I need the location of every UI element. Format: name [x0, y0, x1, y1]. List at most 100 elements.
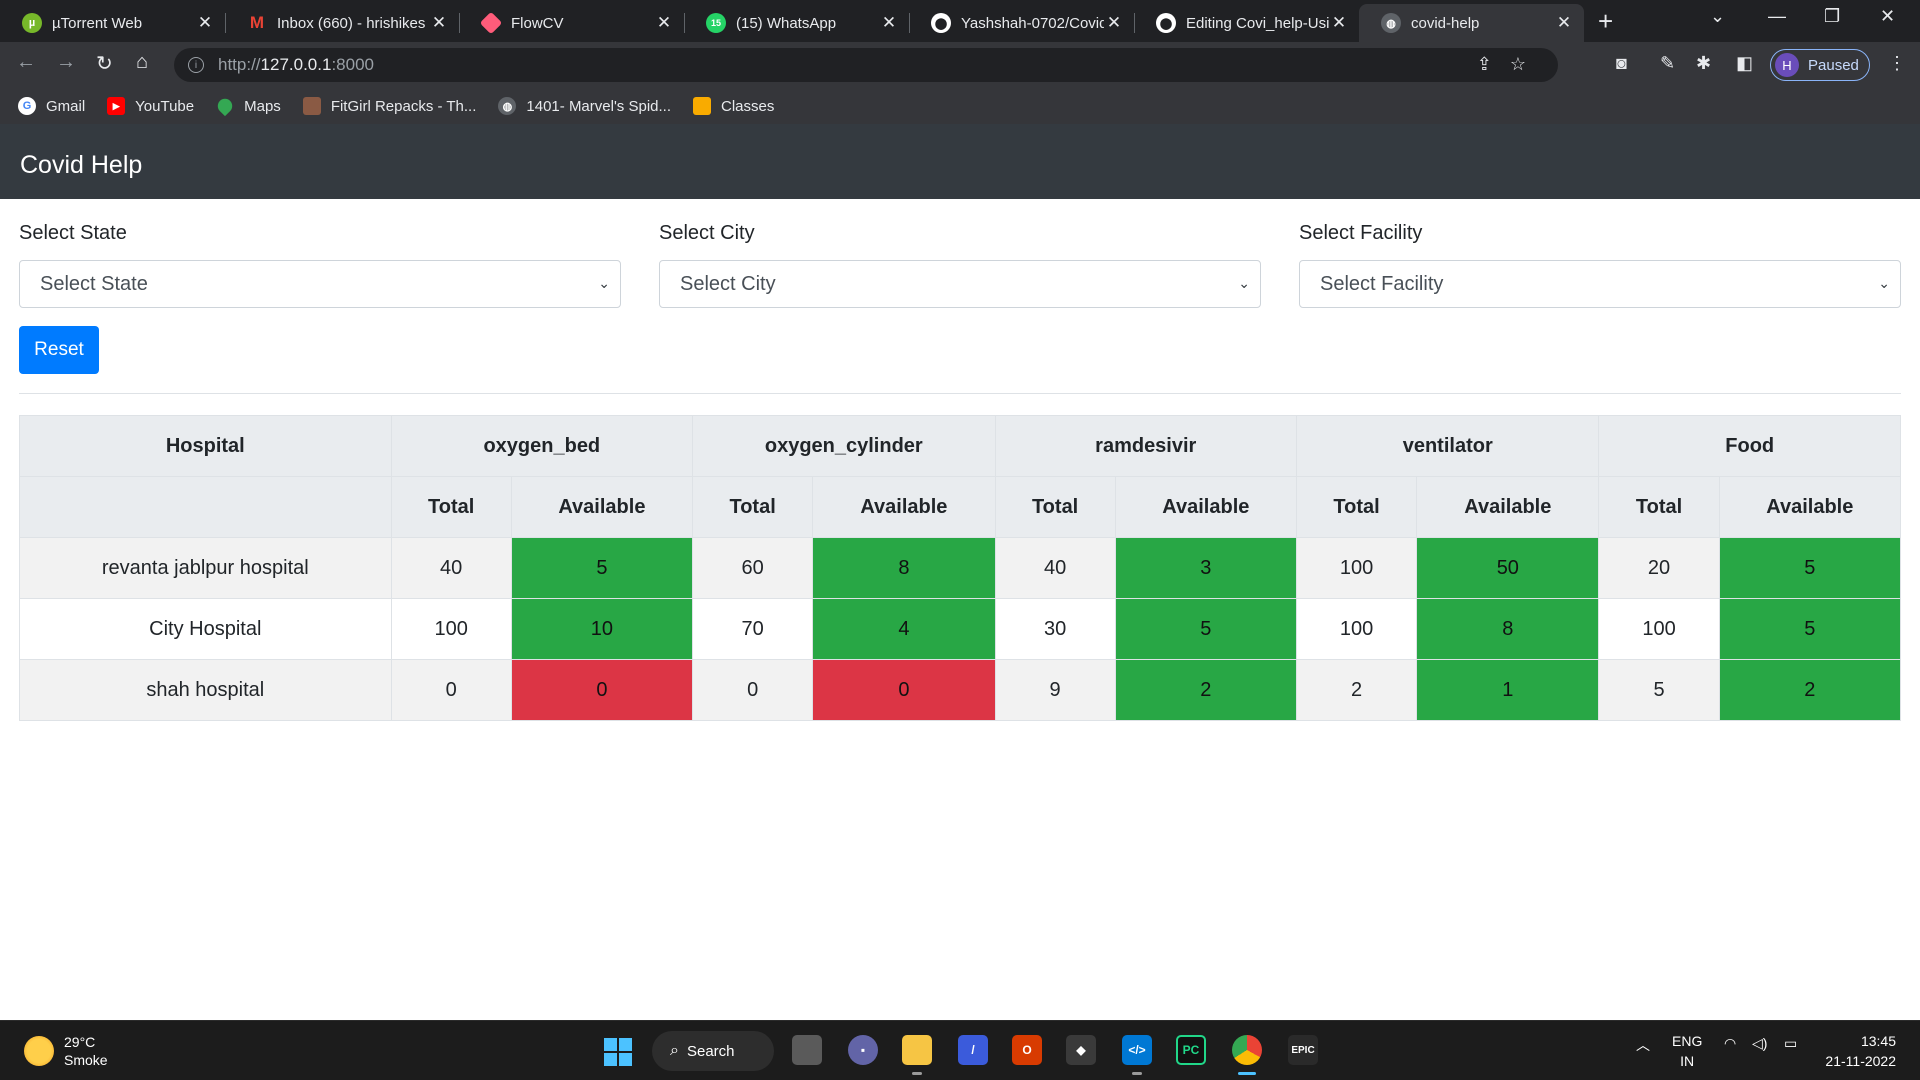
- minimize-button[interactable]: —: [1768, 6, 1786, 26]
- windows-taskbar: 29°C Smoke ⌕ Search ▪ / O ◆ </> PC EPIC …: [0, 1020, 1920, 1080]
- file-explorer-icon[interactable]: [902, 1035, 932, 1075]
- reset-button[interactable]: Reset: [19, 326, 99, 374]
- bookmark-youtube[interactable]: ▶ YouTube: [107, 97, 194, 115]
- close-icon[interactable]: ✕: [431, 13, 447, 32]
- new-tab-button[interactable]: +: [1598, 6, 1614, 36]
- available-cell: 0: [510, 659, 694, 721]
- total-cell: 40: [994, 537, 1116, 599]
- taskbar-search[interactable]: ⌕ Search: [652, 1031, 774, 1071]
- mathpix-icon[interactable]: /: [958, 1035, 988, 1065]
- task-view-icon[interactable]: [792, 1035, 822, 1065]
- weather-widget[interactable]: 29°C Smoke: [24, 1033, 108, 1069]
- battery-icon[interactable]: ▭: [1784, 1035, 1798, 1051]
- bookmark-label: 1401- Marvel's Spid...: [526, 97, 672, 115]
- tab-github-edit[interactable]: ⬤ Editing Covi_help-Usi ✕: [1134, 4, 1359, 42]
- available-cell: 8: [812, 537, 996, 599]
- group-header: oxygen_cylinder: [692, 415, 996, 477]
- group-header: Food: [1598, 415, 1901, 477]
- bookmark-classes[interactable]: Classes: [693, 97, 774, 115]
- close-icon[interactable]: ✕: [1331, 13, 1347, 32]
- bookmarks-bar: G Gmail ▶ YouTube Maps FitGirl Repacks -…: [0, 88, 1920, 124]
- share-bookmark-icons[interactable]: ⇪☆: [1476, 54, 1544, 74]
- pycharm-icon[interactable]: PC: [1176, 1035, 1206, 1065]
- back-icon[interactable]: ←: [16, 51, 36, 73]
- available-cell: 1: [1416, 659, 1600, 721]
- address-bar[interactable]: i http://127.0.0.1:8000 ⇪☆: [174, 48, 1558, 82]
- facility-select[interactable]: Select Facility ⌄: [1299, 260, 1901, 308]
- language-line2: IN: [1680, 1053, 1695, 1069]
- system-clock[interactable]: 13:45 21-11-2022: [1820, 1031, 1896, 1071]
- flowcv-icon: [479, 11, 503, 35]
- close-icon[interactable]: ✕: [1106, 13, 1122, 32]
- chrome-icon[interactable]: [1232, 1035, 1262, 1075]
- group-header: ramdesivir: [994, 415, 1297, 477]
- home-icon[interactable]: ⌂: [136, 51, 149, 73]
- close-icon[interactable]: ✕: [197, 13, 213, 32]
- available-cell: 2: [1114, 659, 1297, 721]
- url-port: :8000: [331, 55, 374, 74]
- camera-icon[interactable]: ◙: [1616, 53, 1627, 73]
- total-cell: 100: [1295, 598, 1418, 660]
- chevron-down-icon: ⌄: [1238, 275, 1250, 291]
- table-row: shah hospital 0 0 0 0 9 2 2 1 5 2: [19, 659, 1902, 721]
- bookmark-gmail[interactable]: G Gmail: [18, 97, 85, 115]
- table-sub-header-row: Total Available Total Available Total Av…: [19, 476, 1902, 538]
- available-cell: 5: [1718, 537, 1902, 599]
- bookmark-label: FitGirl Repacks - Th...: [330, 97, 477, 115]
- total-header: Total: [390, 476, 512, 538]
- extension-pen-icon[interactable]: ✎: [1660, 53, 1676, 73]
- tab-title: µTorrent Web: [52, 14, 143, 32]
- side-panel-icon[interactable]: ◧: [1736, 53, 1754, 73]
- volume-icon[interactable]: ◁): [1752, 1035, 1768, 1051]
- total-header: Total: [994, 476, 1116, 538]
- reload-icon[interactable]: ↻: [96, 53, 113, 75]
- tab-search-chevron-icon[interactable]: ⌄: [1710, 6, 1726, 26]
- search-label: Search: [686, 1042, 735, 1060]
- city-select[interactable]: Select City ⌄: [659, 260, 1261, 308]
- close-icon[interactable]: ✕: [656, 13, 672, 32]
- state-filter: Select State Select State ⌄: [19, 222, 621, 308]
- tab-title: (15) WhatsApp: [736, 14, 837, 32]
- total-cell: 0: [390, 659, 512, 721]
- epic-games-icon[interactable]: EPIC: [1288, 1035, 1318, 1065]
- total-cell: 100: [1295, 537, 1418, 599]
- tab-gmail[interactable]: M Inbox (660) - hrishikes ✕: [225, 4, 460, 42]
- total-cell: 100: [1598, 598, 1720, 660]
- menu-icon[interactable]: ⋮: [1888, 53, 1906, 73]
- available-cell: 5: [1114, 598, 1297, 660]
- available-cell: 3: [1114, 537, 1297, 599]
- bookmark-marvels-spiderman[interactable]: ◍ 1401- Marvel's Spid...: [498, 97, 671, 115]
- wifi-icon[interactable]: ◠: [1724, 1035, 1737, 1051]
- state-select[interactable]: Select State ⌄: [19, 260, 621, 308]
- tab-covid-help[interactable]: ◍ covid-help ✕: [1359, 4, 1584, 42]
- url-protocol: http://: [218, 55, 261, 74]
- close-icon[interactable]: ✕: [881, 13, 897, 32]
- close-icon[interactable]: ✕: [1556, 13, 1572, 32]
- tab-title: Yashshah-0702/Covid: [961, 14, 1104, 32]
- chevron-down-icon: ⌄: [598, 275, 610, 291]
- clock-time: 13:45: [1860, 1033, 1896, 1049]
- close-window-button[interactable]: ✕: [1880, 6, 1896, 26]
- tab-github-repo[interactable]: ⬤ Yashshah-0702/Covid ✕: [909, 4, 1135, 42]
- forward-icon[interactable]: →: [56, 51, 76, 73]
- windows-start-icon[interactable]: [604, 1038, 632, 1066]
- vscode-icon[interactable]: </>: [1122, 1035, 1152, 1075]
- tab-whatsapp[interactable]: 15 (15) WhatsApp ✕: [684, 4, 910, 42]
- restore-button[interactable]: ❐: [1824, 6, 1841, 26]
- site-info-icon[interactable]: i: [188, 57, 204, 73]
- tab-utorrent[interactable]: µ µTorrent Web ✕: [0, 4, 226, 42]
- bookmark-label: Classes: [721, 97, 775, 115]
- chevron-up-icon[interactable]: ︿: [1636, 1037, 1650, 1053]
- tab-flowcv[interactable]: FlowCV ✕: [459, 4, 685, 42]
- language-indicator[interactable]: ENG IN: [1672, 1031, 1702, 1071]
- bookmark-fitgirl[interactable]: FitGirl Repacks - Th...: [302, 97, 477, 115]
- extensions-icon[interactable]: ✱: [1696, 53, 1712, 73]
- unity-icon[interactable]: ◆: [1066, 1035, 1096, 1065]
- total-cell: 5: [1598, 659, 1720, 721]
- hospital-name: City Hospital: [19, 598, 392, 660]
- profile-button[interactable]: H Paused: [1770, 49, 1870, 81]
- teams-chat-icon[interactable]: ▪: [848, 1035, 878, 1065]
- app-brand[interactable]: Covid Help: [20, 151, 143, 179]
- office-icon[interactable]: O: [1012, 1035, 1042, 1065]
- bookmark-maps[interactable]: Maps: [214, 95, 281, 117]
